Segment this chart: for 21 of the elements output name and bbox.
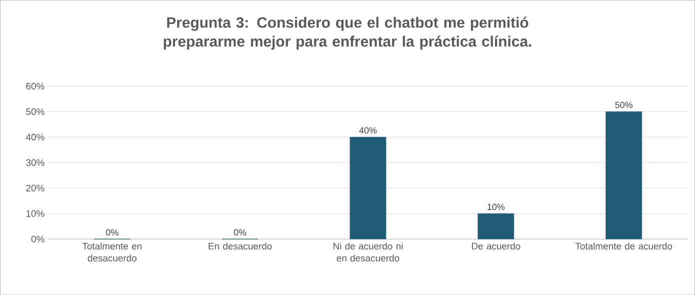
data-label: 10% — [488, 204, 505, 210]
bar — [606, 111, 642, 240]
x-tick-label: Totalmente en desacuerdo — [82, 242, 142, 262]
chart-title: Pregunta 3: Considero que el chatbot me permitió prepararme mejor para enfrentar la práctica clínica. — [164, 16, 532, 50]
data-label: 0% — [234, 229, 246, 236]
y-tick-label: 60% — [26, 82, 44, 90]
bar — [350, 136, 386, 240]
data-label: 50% — [615, 102, 632, 108]
x-tick-label: En desacuerdo — [208, 242, 272, 250]
data-label: 0% — [106, 229, 118, 236]
y-tick-label: 20% — [26, 184, 44, 192]
x-tick-label: De acuerdo — [472, 242, 520, 250]
y-tick-label: 10% — [26, 210, 44, 217]
x-tick-label: Ni de acuerdo ni en desacuerdo — [334, 242, 403, 262]
y-tick-label: 50% — [26, 108, 44, 115]
data-label: 40% — [359, 127, 377, 134]
y-tick-label: 30% — [26, 159, 44, 166]
y-tick-label: 0% — [31, 236, 44, 242]
x-tick-label: Totalmente de acuerdo — [575, 242, 672, 250]
bar — [478, 213, 514, 240]
y-tick-label: 40% — [26, 134, 44, 140]
